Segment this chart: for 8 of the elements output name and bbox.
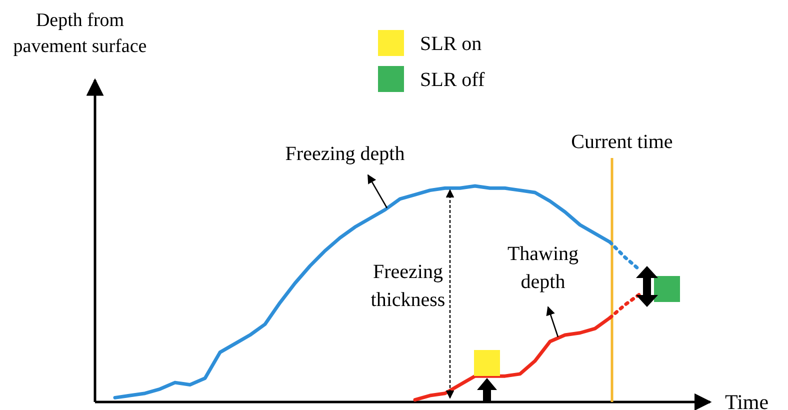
annotation: Freezing thickness [370, 261, 446, 311]
text: SLR on [420, 33, 482, 55]
text: Depth from pavement surface [13, 10, 147, 57]
text: Current time [571, 131, 673, 153]
text: SLR off [420, 69, 485, 91]
x-axis-title: Time [725, 390, 769, 410]
text: Freezing depth [285, 143, 405, 165]
annotation: Thawing depth [507, 243, 579, 293]
